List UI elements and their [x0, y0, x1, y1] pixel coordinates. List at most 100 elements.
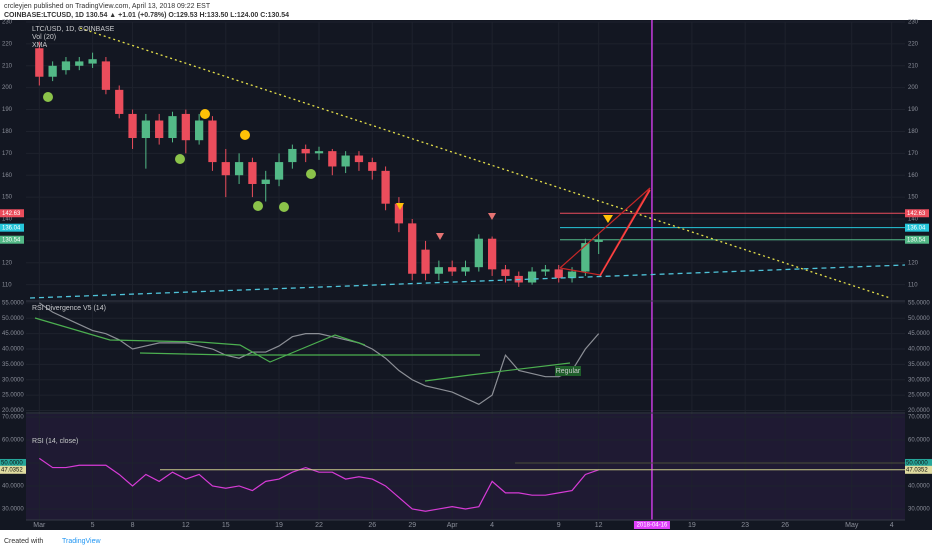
x-tick-label: 22 — [315, 522, 323, 529]
y-tick-label: 110 — [2, 282, 12, 288]
labels: LTC/USD, 1D, COINBASE Vol (20) XMA RSI D… — [0, 20, 932, 529]
y-tick-label: 50.0000 — [908, 316, 930, 322]
price-level-label: 130.54 — [907, 237, 926, 243]
candle-body — [128, 113, 137, 139]
y-tick-label: 190 — [2, 107, 13, 113]
y-tick-label: 120 — [908, 260, 919, 266]
level-bg — [905, 458, 932, 467]
candle-body — [421, 249, 430, 274]
y-tick-label: 110 — [908, 282, 918, 288]
candle-body — [368, 162, 377, 171]
level-label: 47.0352 — [906, 467, 928, 473]
y-tick-label: 120 — [2, 260, 13, 266]
rsi-bg — [26, 414, 905, 520]
drawings — [26, 27, 906, 521]
level-bg — [905, 465, 932, 474]
candle-body — [48, 65, 57, 77]
symbol-line: COINBASE:LTCUSD, 1D 130.54 ▲ +1.01 (+0.7… — [4, 12, 289, 19]
y-tick-label: 60.0000 — [908, 438, 930, 444]
y-tick-label: 30.0000 — [2, 507, 24, 513]
candle-body — [488, 238, 497, 270]
x-tick-label: 29 — [408, 522, 416, 529]
x-tick-label: Mar — [33, 522, 46, 529]
candle-body — [301, 148, 310, 154]
y-tick-label: 20.0000 — [908, 408, 930, 414]
annotation: Regular — [556, 368, 581, 375]
y-tick-label: 150 — [908, 195, 919, 201]
y-tick-label: 40.0000 — [908, 484, 930, 490]
candle-body — [408, 223, 417, 274]
y-tick-label: 230 — [908, 20, 919, 26]
divergence-line — [424, 362, 571, 382]
divergence-line — [139, 352, 480, 356]
x-tick-label: 12 — [182, 522, 190, 529]
y-tick-label: 60.0000 — [2, 438, 24, 444]
x-tick-label: 5 — [91, 522, 95, 529]
y-tick-label: 150 — [2, 195, 13, 201]
candle-body — [541, 269, 550, 272]
level-label: 50.0000 — [906, 461, 928, 467]
y-tick-label: 55.0000 — [908, 300, 930, 306]
y-tick-label: 180 — [908, 129, 919, 135]
indicator-label: Vol (20) — [32, 34, 56, 41]
candle-body — [61, 61, 71, 71]
y-tick-label: 40.0000 — [908, 347, 930, 353]
y-tick-label: 55.0000 — [2, 300, 24, 306]
candle-body — [221, 162, 230, 176]
price-level-label: 142.63 — [907, 211, 926, 217]
candle-body — [381, 170, 390, 204]
y-tick-label: 30.0000 — [908, 507, 930, 513]
price-level-label: 142.63 — [2, 211, 21, 217]
marks — [35, 20, 905, 520]
trend-line — [29, 264, 906, 299]
y-tick-label: 25.0000 — [908, 393, 930, 399]
y-tick-label: 200 — [908, 85, 919, 91]
y-tick-label: 170 — [2, 151, 13, 157]
candle-body — [181, 113, 190, 141]
y-tick-label: 180 — [2, 129, 13, 135]
candle-body — [75, 61, 84, 66]
level-label: 50.0000 — [1, 461, 23, 467]
x-tick-label: 12 — [595, 522, 603, 529]
trend-line — [79, 27, 891, 299]
y-tick-label: 230 — [2, 20, 13, 26]
indicator-line — [38, 457, 599, 512]
candle-body — [354, 155, 364, 163]
signal-dot — [279, 202, 289, 212]
candle-body — [501, 269, 510, 276]
candle-body — [314, 151, 324, 154]
x-tick-label: 26 — [781, 522, 789, 529]
candle-body — [35, 48, 44, 77]
y-tick-label: 45.0000 — [908, 331, 930, 337]
signal-triangle — [396, 203, 404, 210]
price-level-bg — [0, 223, 24, 232]
candle-body — [288, 148, 297, 163]
signal-dot — [43, 92, 53, 102]
candle-body — [554, 269, 563, 279]
candle-body — [567, 271, 577, 279]
price-level-label: 136.04 — [907, 225, 926, 231]
y-tick-label: 25.0000 — [2, 393, 24, 399]
signal-dot — [240, 130, 250, 140]
y-tick-label: 220 — [2, 41, 13, 47]
y-tick-label: 40.0000 — [2, 347, 24, 353]
level-bg — [0, 458, 26, 467]
y-tick-label: 190 — [908, 107, 919, 113]
y-tick-label: 45.0000 — [2, 331, 24, 337]
level-bg — [0, 465, 26, 474]
price-level-label: 130.54 — [2, 237, 21, 243]
y-tick-label: 210 — [908, 63, 919, 69]
y-tick-label: 30.0000 — [2, 377, 24, 383]
indicator-label: XMA — [32, 42, 48, 49]
arrow — [599, 189, 651, 277]
x-tick-label: 26 — [368, 522, 376, 529]
candle-body — [155, 120, 164, 139]
x-tick-label: 19 — [688, 522, 696, 529]
candle-body — [101, 61, 111, 90]
x-tick-label: May — [845, 522, 859, 529]
signal-dot — [175, 154, 185, 164]
candle-body — [434, 267, 443, 274]
y-tick-label: 40.0000 — [2, 484, 24, 490]
footer-brand: TradingView — [62, 538, 101, 545]
